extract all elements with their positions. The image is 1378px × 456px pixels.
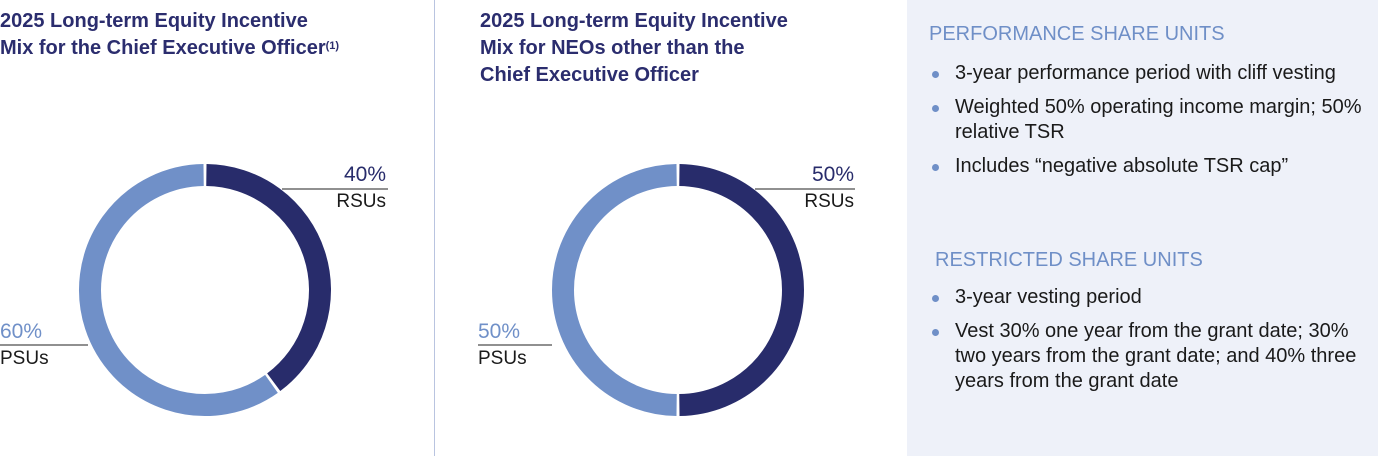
rsu-list: 3-year vesting period Vest 30% one year …	[929, 285, 1369, 403]
chart1-psus-slice	[79, 164, 278, 416]
chart1-psu-percent: 60%	[0, 320, 43, 343]
bullet-icon	[932, 164, 939, 171]
rsu-heading: RESTRICTED SHARE UNITS	[935, 249, 1203, 271]
chart2-rsu-percent: 50%	[811, 163, 854, 186]
list-item-text: Vest 30% one year from the grant date; 3…	[955, 320, 1357, 392]
chart1-rsus-slice	[206, 164, 331, 392]
chart2-title-line2: Mix for NEOs other than the	[480, 37, 745, 59]
list-item: Includes “negative absolute TSR cap”	[929, 154, 1369, 179]
list-item: 3-year vesting period	[929, 285, 1369, 310]
chart1-rsu-percent: 40%	[343, 163, 386, 186]
chart2-title-line1: 2025 Long-term Equity Incentive	[480, 10, 788, 32]
chart2-rsu-label: 50% RSUs	[804, 163, 854, 213]
chart2-title: 2025 Long-term Equity Incentive Mix for …	[480, 8, 788, 89]
bullet-icon	[932, 105, 939, 112]
chart2-rsu-name: RSUs	[804, 191, 854, 212]
chart2-psu-name: PSUs	[478, 348, 527, 369]
donut-charts	[0, 164, 855, 416]
list-item-text: Includes “negative absolute TSR cap”	[955, 155, 1289, 177]
chart2-rsus-slice	[679, 164, 804, 416]
chart2-psu-percent: 50%	[478, 320, 521, 343]
list-item: 3-year performance period with cliff ves…	[929, 61, 1369, 86]
chart1-title-line1: 2025 Long-term Equity Incentive	[0, 10, 308, 32]
info-panel: PERFORMANCE SHARE UNITS 3-year performan…	[907, 0, 1378, 456]
chart2-psu-label: 50% PSUs	[478, 320, 527, 370]
chart1-psu-label: 60% PSUs	[0, 320, 49, 370]
list-item-text: 3-year vesting period	[955, 286, 1142, 308]
footnote-marker: (1)	[325, 40, 340, 52]
psu-list: 3-year performance period with cliff ves…	[929, 61, 1369, 188]
bullet-icon	[932, 71, 939, 78]
chart1-title: 2025 Long-term Equity Incentive Mix for …	[0, 8, 339, 62]
chart1-title-line2: Mix for the Chief Executive Officer(1)	[0, 35, 339, 62]
bullet-icon	[932, 329, 939, 336]
list-item: Weighted 50% operating income margin; 50…	[929, 95, 1369, 145]
list-item-text: Weighted 50% operating income margin; 50…	[955, 96, 1362, 143]
chart1-rsu-label: 40% RSUs	[336, 163, 386, 213]
chart1-psu-name: PSUs	[0, 348, 49, 369]
list-item: Vest 30% one year from the grant date; 3…	[929, 319, 1369, 394]
chart2-psus-slice	[552, 164, 677, 416]
chart1-rsu-name: RSUs	[336, 191, 386, 212]
psu-heading: PERFORMANCE SHARE UNITS	[929, 23, 1225, 45]
list-item-text: 3-year performance period with cliff ves…	[955, 62, 1336, 84]
bullet-icon	[932, 295, 939, 302]
divider	[434, 0, 435, 456]
chart1-title-line2-text: Mix for the Chief Executive Officer	[0, 37, 326, 59]
chart2-title-line3: Chief Executive Officer	[480, 64, 699, 86]
